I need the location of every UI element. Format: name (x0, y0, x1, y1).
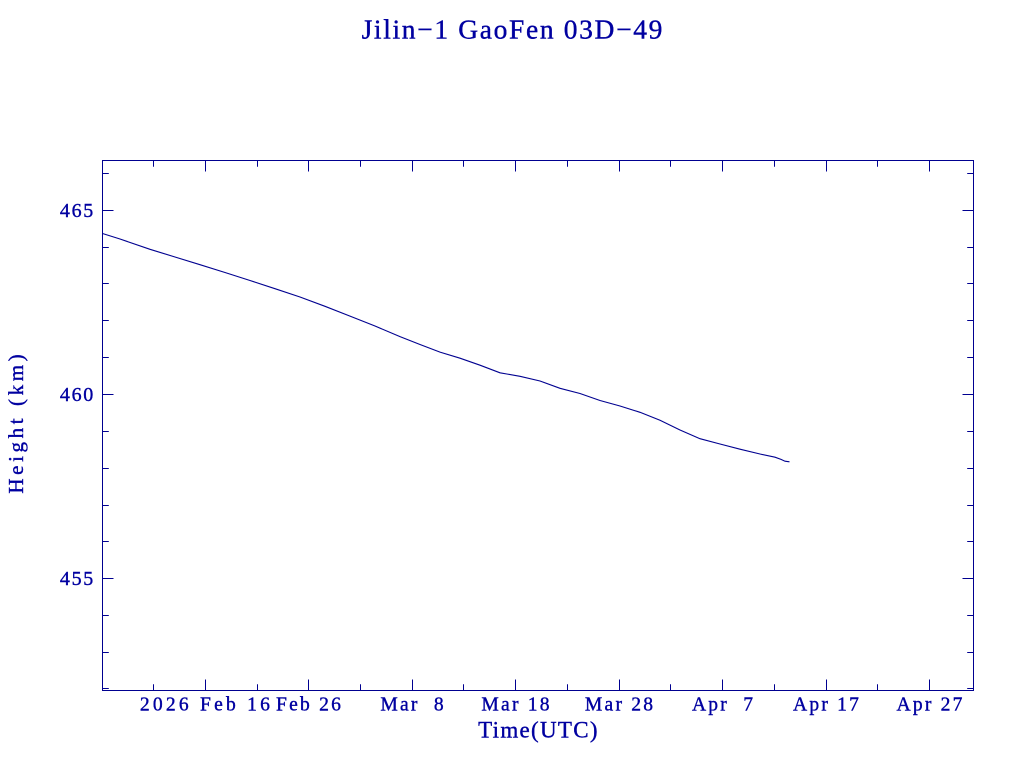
svg-text:Mar 18: Mar 18 (481, 695, 551, 716)
svg-text:Feb 26: Feb 26 (276, 695, 343, 716)
svg-text:Apr 27: Apr 27 (897, 695, 965, 716)
svg-text:460: 460 (60, 384, 95, 406)
svg-text:Apr 7: Apr 7 (692, 695, 755, 716)
svg-text:Mar 8: Mar 8 (380, 695, 445, 716)
svg-text:Jilin−1 GaoFen 03D−49: Jilin−1 GaoFen 03D−49 (362, 13, 664, 44)
svg-text:455: 455 (60, 568, 95, 590)
svg-text:465: 465 (60, 200, 95, 222)
svg-text:Mar 28: Mar 28 (585, 695, 655, 716)
svg-text:2026 Feb 16: 2026 Feb 16 (140, 695, 273, 716)
svg-text:Apr 17: Apr 17 (793, 695, 861, 716)
svg-text:Time(UTC): Time(UTC) (478, 718, 599, 743)
svg-text:Height (km): Height (km) (4, 351, 28, 494)
